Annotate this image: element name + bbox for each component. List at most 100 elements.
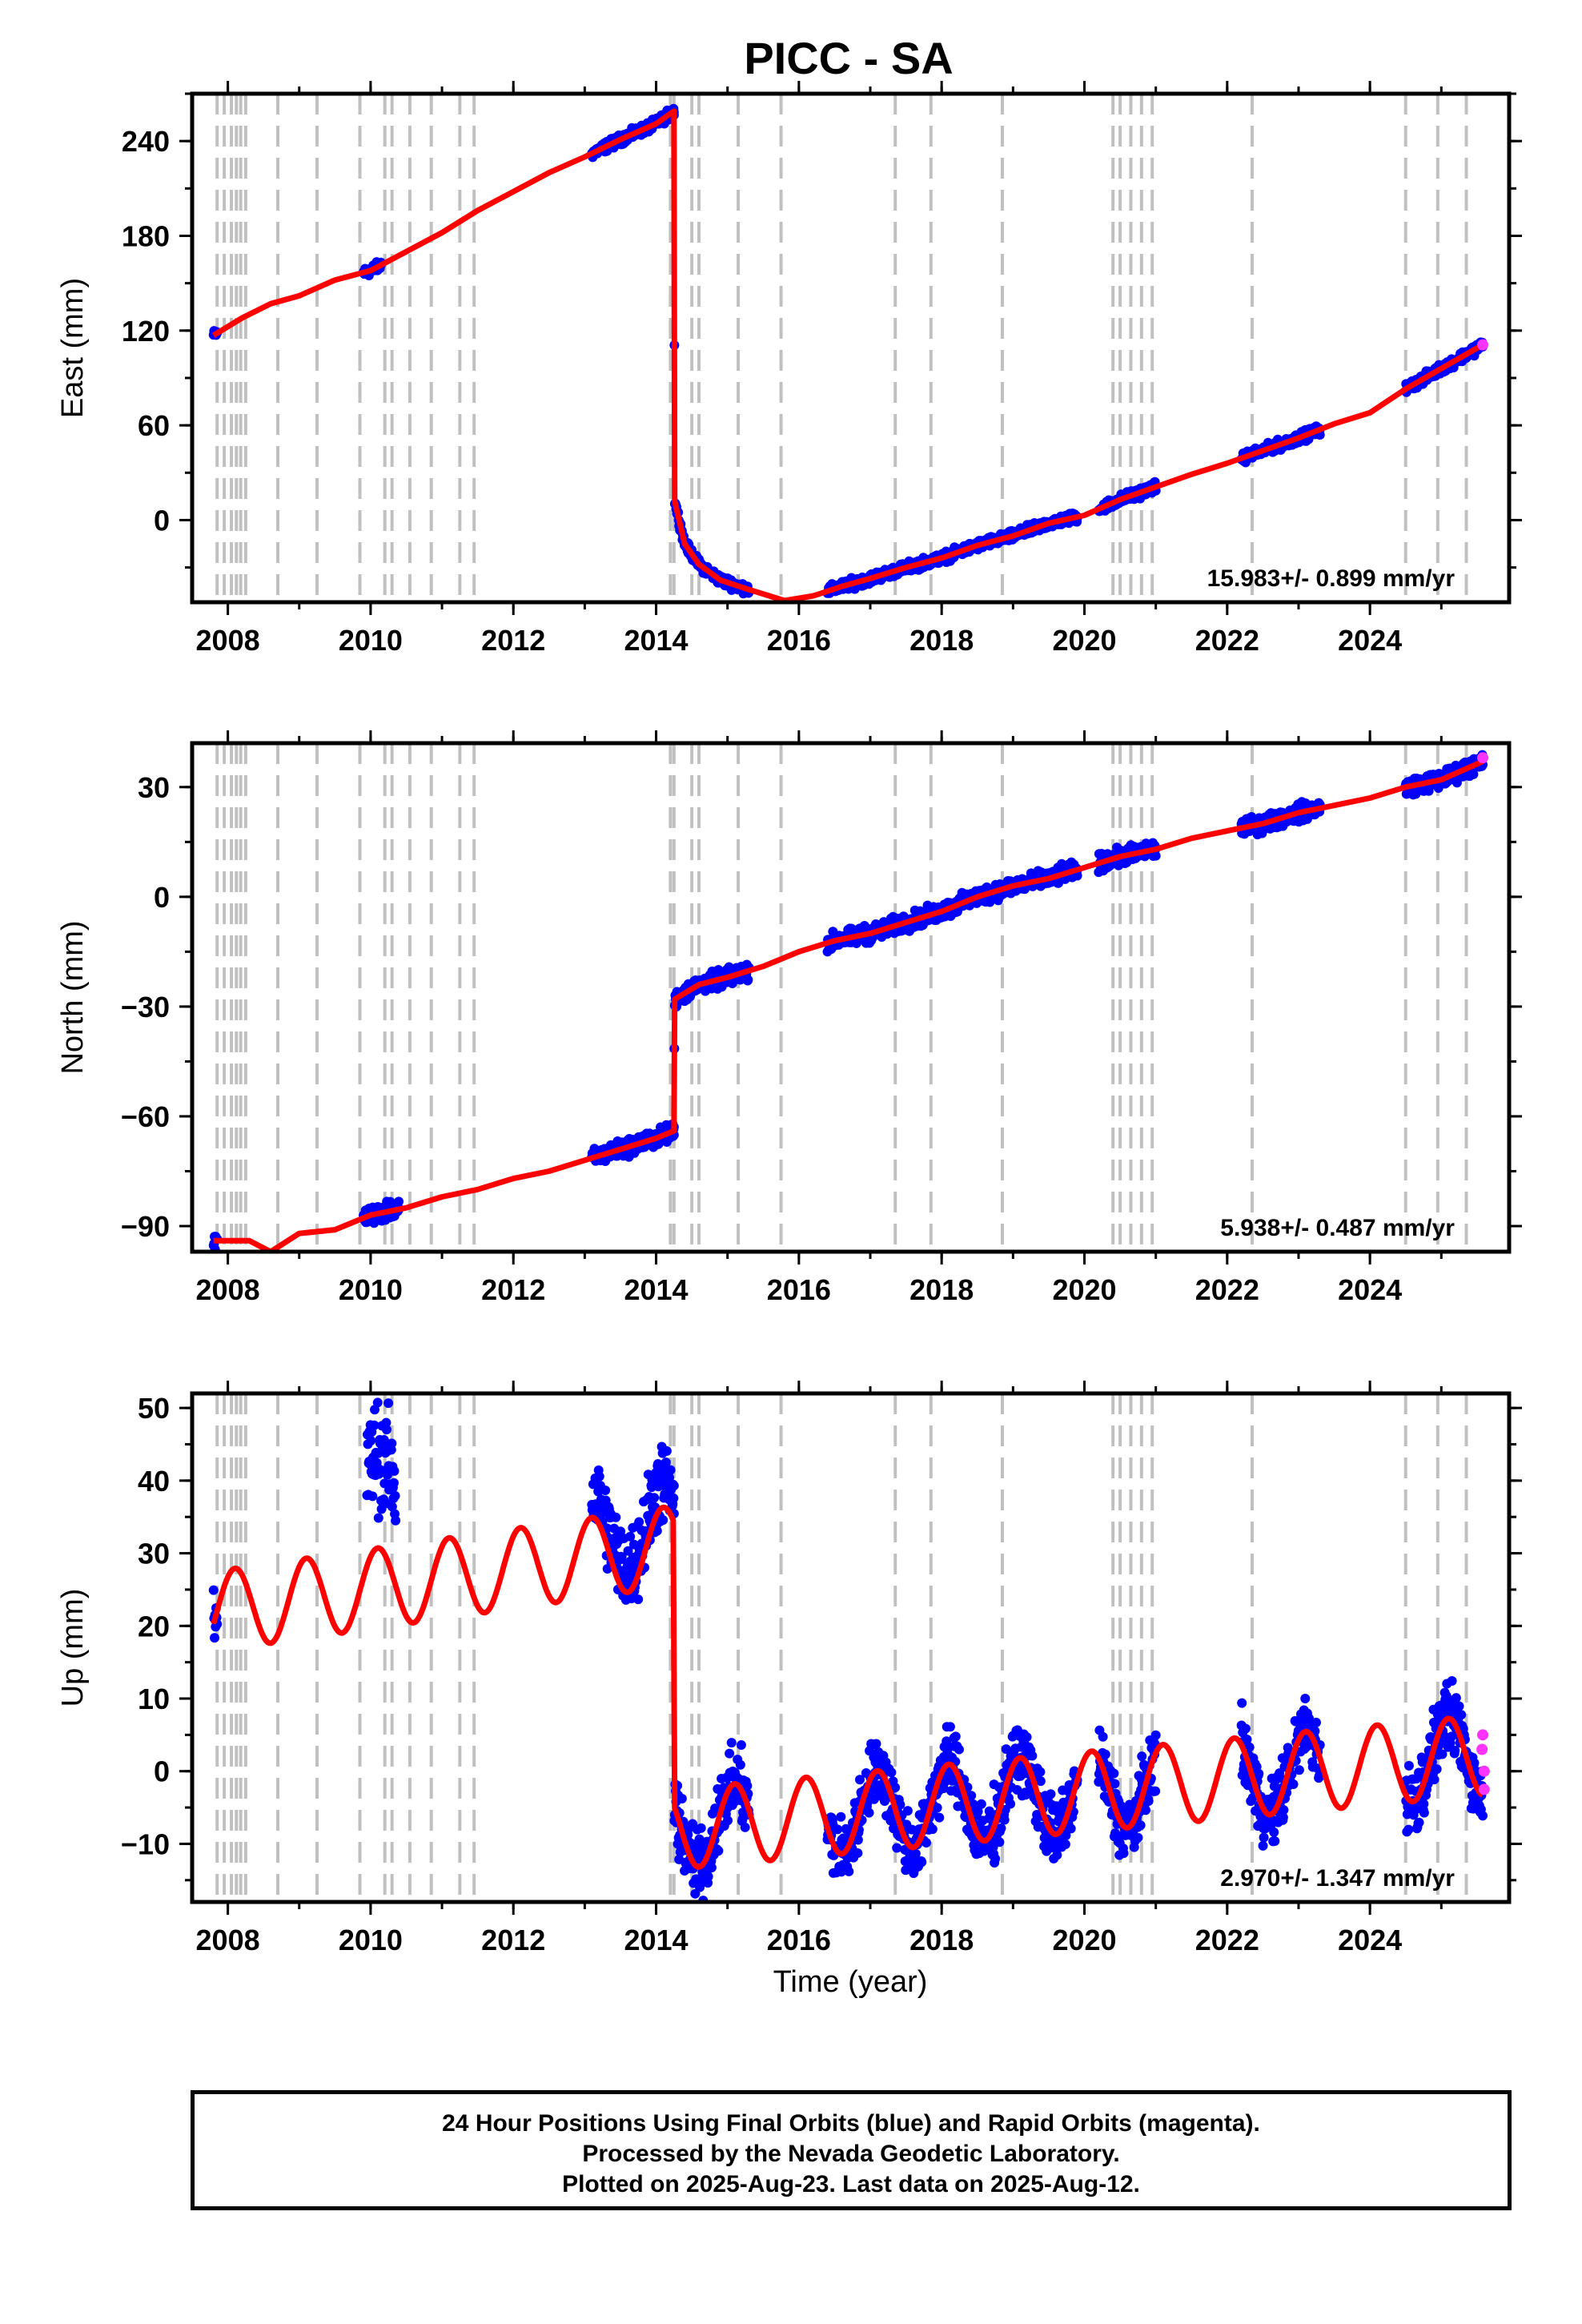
data-point xyxy=(1061,1830,1071,1840)
x-tick-label: 2024 xyxy=(1338,1924,1402,1956)
data-point xyxy=(968,1799,978,1810)
y-tick-label: 30 xyxy=(138,771,170,804)
data-point xyxy=(1110,1779,1120,1789)
data-point xyxy=(1414,1817,1424,1827)
x-tick-label: 2008 xyxy=(196,624,260,657)
data-point xyxy=(1437,1749,1447,1759)
data-point xyxy=(1240,1723,1251,1734)
x-tick-label: 2012 xyxy=(481,624,545,657)
data-point xyxy=(1022,1732,1032,1743)
data-point xyxy=(1314,1771,1324,1781)
data-point xyxy=(1451,1693,1461,1703)
data-point xyxy=(976,1799,986,1809)
data-point xyxy=(853,1848,863,1858)
data-point xyxy=(966,1791,977,1801)
data-point xyxy=(736,1740,746,1751)
data-point xyxy=(210,1633,220,1643)
data-point xyxy=(743,975,753,985)
data-point xyxy=(623,1546,633,1556)
x-tick-label: 2020 xyxy=(1052,1924,1116,1956)
data-point xyxy=(381,1425,391,1435)
x-tick-label: 2012 xyxy=(481,1273,545,1306)
data-point xyxy=(633,1594,644,1605)
data-point xyxy=(1429,1775,1439,1785)
data-point xyxy=(381,1417,391,1428)
data-point xyxy=(917,1857,927,1868)
data-point xyxy=(1046,1789,1056,1799)
rapid-point xyxy=(1478,1783,1490,1795)
data-point xyxy=(383,1398,394,1409)
rapid-point xyxy=(1477,1729,1489,1741)
model-curve xyxy=(211,1504,1484,1870)
x-tick-label: 2014 xyxy=(624,624,688,657)
model-curve xyxy=(213,758,1484,1252)
data-point xyxy=(1469,1758,1480,1768)
model-curve xyxy=(211,108,1484,602)
y-tick-label: −60 xyxy=(121,1100,170,1133)
y-axis-label: North (mm) xyxy=(56,920,90,1074)
x-tick-label: 2024 xyxy=(1338,624,1402,657)
x-tick-label: 2010 xyxy=(339,1924,403,1956)
x-tick-label: 2022 xyxy=(1195,1273,1259,1306)
footer-box: 24 Hour Positions Using Final Orbits (bl… xyxy=(191,2090,1512,2210)
y-tick-label: −30 xyxy=(121,991,170,1023)
data-point xyxy=(389,1466,400,1476)
data-point xyxy=(895,1799,905,1810)
data-point xyxy=(1242,1735,1252,1745)
x-tick-label: 2018 xyxy=(909,1273,974,1306)
data-point xyxy=(1027,1751,1038,1761)
data-point xyxy=(844,1866,854,1876)
data-point xyxy=(1269,1827,1279,1837)
final-orbit-points xyxy=(208,1397,1488,1902)
data-point xyxy=(387,1502,397,1512)
x-tick-label: 2014 xyxy=(624,1924,688,1956)
data-point xyxy=(661,1445,672,1456)
data-point xyxy=(994,1837,1005,1848)
x-tick-label: 2018 xyxy=(909,1924,974,1956)
data-point xyxy=(934,1812,945,1823)
data-point xyxy=(1133,1832,1143,1843)
data-point xyxy=(1254,1768,1264,1779)
data-point xyxy=(1259,1832,1269,1843)
data-point xyxy=(366,1435,376,1445)
data-point xyxy=(696,1823,706,1833)
data-point xyxy=(649,1493,660,1503)
data-point xyxy=(661,1458,671,1468)
data-point xyxy=(853,1835,863,1845)
rapid-point xyxy=(1476,1743,1488,1755)
data-point xyxy=(388,1478,399,1488)
data-point xyxy=(932,1803,942,1813)
data-point xyxy=(394,1196,404,1207)
y-axis-label: East (mm) xyxy=(56,278,90,418)
rapid-point xyxy=(1478,1765,1490,1777)
data-point xyxy=(669,1493,679,1503)
data-point xyxy=(1118,1848,1129,1859)
panel-up: 2008 2010 2012 2014 2016 2018 2020 2022 2024−100… xyxy=(56,1381,1522,1956)
data-point xyxy=(1431,1764,1442,1775)
data-point xyxy=(854,1775,865,1785)
x-tick-label: 2016 xyxy=(767,624,831,657)
data-point xyxy=(735,1759,745,1770)
final-orbit-points xyxy=(208,103,1488,599)
y-tick-label: 60 xyxy=(138,409,170,442)
data-point xyxy=(1419,1799,1429,1809)
data-point xyxy=(600,1485,611,1495)
data-point xyxy=(954,1744,964,1755)
data-point xyxy=(1006,1799,1016,1809)
chart-title: PICC - SA xyxy=(744,33,954,83)
data-point xyxy=(1478,1811,1488,1821)
x-tick-label: 2022 xyxy=(1195,1924,1259,1956)
data-point xyxy=(1258,1840,1268,1851)
data-point xyxy=(625,1531,636,1542)
data-point xyxy=(367,1491,378,1502)
data-point xyxy=(973,1807,983,1817)
data-point xyxy=(669,1481,679,1491)
data-point xyxy=(1419,1807,1429,1818)
y-tick-label: 20 xyxy=(138,1610,170,1642)
rapid-point xyxy=(1477,339,1489,351)
data-point xyxy=(1035,1776,1046,1787)
data-point xyxy=(387,1438,397,1449)
data-point xyxy=(391,1515,401,1526)
data-point xyxy=(1270,1836,1280,1847)
x-tick-label: 2012 xyxy=(481,1924,545,1956)
